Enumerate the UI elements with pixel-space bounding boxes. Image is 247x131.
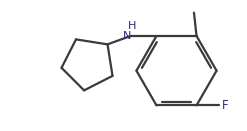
Text: F: F (222, 99, 228, 112)
Text: H: H (128, 21, 136, 31)
Text: N: N (123, 31, 132, 41)
